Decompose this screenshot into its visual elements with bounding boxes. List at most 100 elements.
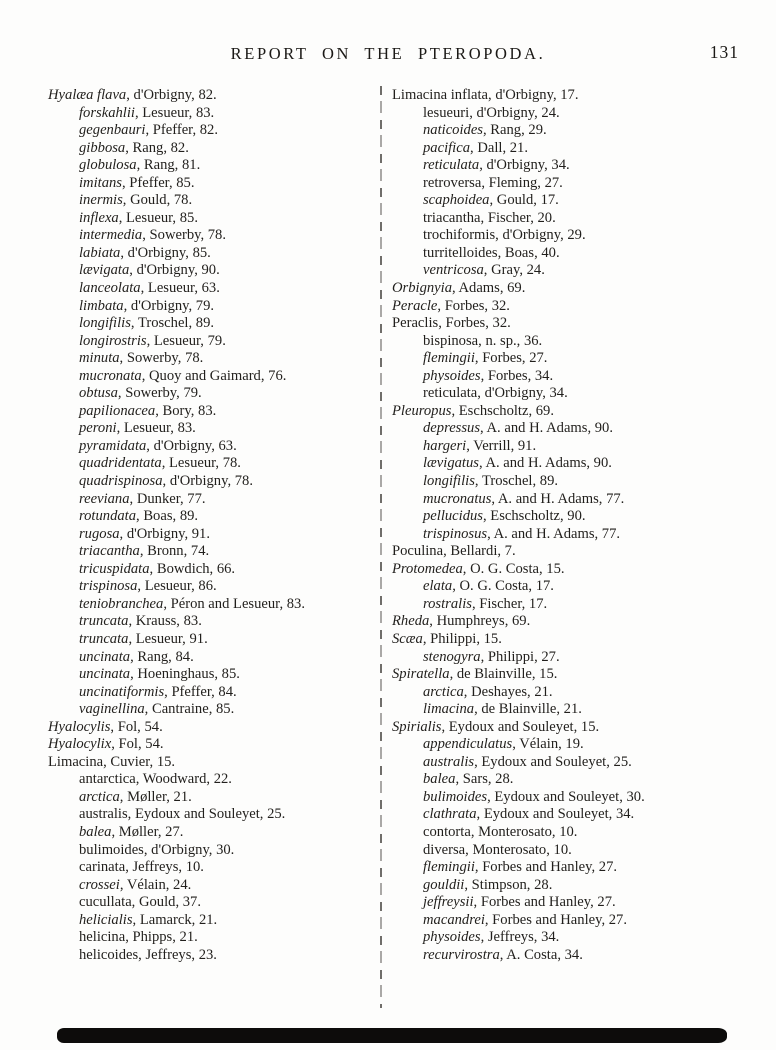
- entry-reference: , d'Orbigny, 34.: [479, 157, 570, 174]
- taxon-name: hargeri: [423, 437, 467, 454]
- taxon-name: mucronatus: [423, 490, 492, 507]
- taxon-name: diversa: [423, 841, 466, 858]
- index-entry: Spiratella, de Blainville, 15.: [392, 666, 752, 684]
- taxon-name: peroni: [79, 420, 117, 437]
- index-entry: arctica, Deshayes, 21.: [392, 684, 752, 702]
- entry-reference: , Forbes, 32.: [438, 315, 511, 332]
- taxon-name: elata: [423, 578, 453, 595]
- index-entry: hargeri, Verrill, 91.: [392, 438, 752, 456]
- entry-reference: , Bellardi, 7.: [443, 543, 516, 560]
- index-entry: mucronata, Quoy and Gaimard, 76.: [48, 368, 380, 386]
- index-entry: jeffreysii, Forbes and Hanley, 27.: [392, 894, 752, 912]
- taxon-name: balea: [79, 823, 112, 840]
- index-entry: carinata, Jeffreys, 10.: [48, 859, 380, 877]
- index-entry: limbata, d'Orbigny, 79.: [48, 298, 380, 316]
- entry-reference: , Rang, 29.: [483, 122, 547, 139]
- taxon-name: Spiratella: [392, 666, 450, 683]
- taxon-name: uncinata: [79, 648, 131, 665]
- entry-reference: , de Blainville, 21.: [474, 701, 582, 718]
- index-entry: limacina, de Blainville, 21.: [392, 701, 752, 719]
- entry-reference: , d'Orbigny, 91.: [119, 525, 211, 542]
- taxon-name: tricuspidata: [79, 560, 150, 577]
- entry-reference: , Fol, 54.: [111, 736, 164, 753]
- entry-reference: , Bowdich, 66.: [149, 560, 236, 577]
- index-right-column: Limacina inflata, d'Orbigny, 17. lesueuri…: [392, 87, 752, 964]
- entry-reference: , Troschel, 89.: [474, 473, 559, 490]
- taxon-name: intermedia: [79, 227, 143, 244]
- entry-reference: , Forbes, 27.: [474, 350, 548, 367]
- index-entry: trochiformis, d'Orbigny, 29.: [392, 227, 752, 245]
- taxon-name: papilionacea: [79, 402, 156, 419]
- taxon-name: trochiformis: [423, 227, 496, 244]
- entry-reference: , d'Orbigny, 63.: [146, 437, 237, 454]
- index-entry: Spirialis, Eydoux and Souleyet, 15.: [392, 719, 752, 737]
- index-entry: flemingii, Forbes and Hanley, 27.: [392, 859, 752, 877]
- entry-reference: , Eydoux and Souleyet, 34.: [476, 806, 635, 823]
- taxon-name: Poculina: [392, 543, 444, 560]
- taxon-name: inermis: [79, 192, 123, 209]
- taxon-name: clathrata: [423, 806, 477, 823]
- taxon-name: bulimoides: [423, 788, 488, 805]
- entry-reference: , Gould, 37.: [131, 894, 201, 911]
- entry-reference: , Sowerby, 78.: [119, 350, 204, 367]
- index-entry: trispinosus, A. and H. Adams, 77.: [392, 526, 752, 544]
- index-entry: quadridentata, Lesueur, 78.: [48, 455, 380, 473]
- index-entry: physoides, Forbes, 34.: [392, 368, 752, 386]
- taxon-name: macandrei: [423, 911, 485, 928]
- index-entry: truncata, Krauss, 83.: [48, 613, 380, 631]
- index-entry: reticulata, d'Orbigny, 34.: [392, 157, 752, 175]
- taxon-name: uncinatiformis: [79, 683, 165, 700]
- taxon-name: Hyalocylix: [48, 736, 112, 753]
- taxon-name: jeffreysii: [423, 894, 474, 911]
- taxon-name: imitans: [79, 174, 122, 191]
- entry-reference: , Stimpson, 28.: [464, 876, 553, 893]
- index-entry: turritelloides, Boas, 40.: [392, 245, 752, 263]
- entry-reference: , Lesueur, 86.: [137, 578, 217, 595]
- entry-reference: , d'Orbigny, 34.: [477, 385, 568, 402]
- taxon-name: gegenbauri: [79, 122, 146, 139]
- entry-reference: , Vélain, 19.: [512, 736, 584, 753]
- taxon-name: limacina: [423, 701, 475, 718]
- index-entry: Peracle, Forbes, 32.: [392, 298, 752, 316]
- index-left-column: Hyalæa flava, d'Orbigny, 82. forskahlii, …: [48, 87, 380, 964]
- entry-reference: , Lamarck, 21.: [132, 911, 218, 928]
- index-entry: Limacina inflata, d'Orbigny, 17.: [392, 87, 752, 105]
- taxon-name: bulimoides: [79, 841, 144, 858]
- entry-reference: , Boas, 40.: [497, 244, 560, 261]
- running-header-row: REPORT ON THE PTEROPODA.: [0, 44, 776, 64]
- entry-reference: , de Blainville, 15.: [449, 666, 558, 683]
- entry-reference: , d'Orbigny, 79.: [123, 297, 215, 314]
- index-entry: Pleuropus, Eschscholtz, 69.: [392, 403, 752, 421]
- index-entry: minuta, Sowerby, 78.: [48, 350, 380, 368]
- index-entry: uncinata, Hoeninghaus, 85.: [48, 666, 380, 684]
- entry-reference: , Møller, 27.: [111, 823, 184, 840]
- entry-reference: , Krauss, 83.: [128, 613, 202, 630]
- index-entry: ventricosa, Gray, 24.: [392, 262, 752, 280]
- taxon-name: limbata: [79, 297, 124, 314]
- taxon-name: longifilis: [423, 473, 475, 490]
- taxon-name: physoides: [423, 929, 481, 946]
- index-entry: recurvirostra, A. Costa, 34.: [392, 947, 752, 965]
- entry-reference: , Pfeffer, 85.: [121, 174, 195, 191]
- entry-reference: , Humphreys, 69.: [429, 613, 531, 630]
- index-entry: pacifica, Dall, 21.: [392, 140, 752, 158]
- entry-reference: , Fischer, 17.: [471, 595, 548, 612]
- entry-reference: , Péron and Lesueur, 83.: [163, 595, 305, 612]
- index-entry: Protomedea, O. G. Costa, 15.: [392, 561, 752, 579]
- scan-artifact-bar: [57, 1028, 727, 1043]
- taxon-name: reticulata: [423, 385, 478, 402]
- index-entry: balea, Sars, 28.: [392, 771, 752, 789]
- index-entry: arctica, Møller, 21.: [48, 789, 380, 807]
- entry-reference: , A. and H. Adams, 77.: [487, 525, 621, 542]
- index-entry: inflexa, Lesueur, 85.: [48, 210, 380, 228]
- taxon-name: Pleuropus: [392, 402, 452, 419]
- taxon-name: flemingii: [423, 350, 475, 367]
- entry-reference: , Lesueur, 83.: [134, 104, 215, 121]
- taxon-name: carinata: [79, 859, 126, 876]
- entry-reference: , Lesueur, 78.: [161, 455, 241, 472]
- entry-reference: , O. G. Costa, 15.: [462, 560, 565, 577]
- taxon-name: longifilis: [79, 315, 131, 332]
- entry-reference: , Monterosato, 10.: [470, 823, 578, 840]
- entry-reference: , Dall, 21.: [470, 139, 528, 156]
- index-entry: intermedia, Sowerby, 78.: [48, 227, 380, 245]
